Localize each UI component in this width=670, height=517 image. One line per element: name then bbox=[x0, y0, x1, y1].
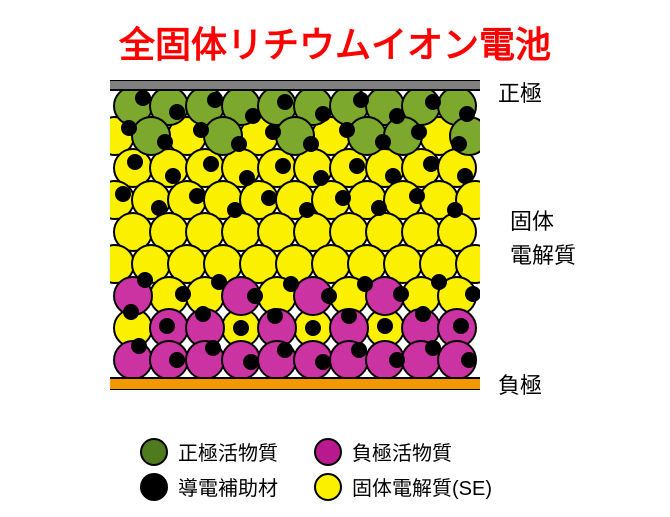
legend-label: 導電補助材 bbox=[178, 472, 278, 501]
legend-item: 固体電解質(SE) bbox=[314, 472, 492, 501]
battery-svg bbox=[110, 80, 480, 390]
label-electrolyte: 電解質 bbox=[510, 238, 576, 270]
diagram-title: 全固体リチウムイオン電池 bbox=[0, 16, 670, 68]
legend-swatch bbox=[314, 473, 342, 501]
legend-label: 正極活物質 bbox=[178, 437, 278, 466]
legend-swatch bbox=[140, 438, 168, 466]
legend-label: 負極活物質 bbox=[352, 437, 452, 466]
label-solid: 固体 bbox=[510, 204, 554, 236]
legend-swatch bbox=[140, 473, 168, 501]
legend-item: 正極活物質 bbox=[140, 437, 278, 466]
legend: 正極活物質 負極活物質導電補助材 固体電解質(SE) bbox=[140, 437, 492, 501]
legend-item: 負極活物質 bbox=[314, 437, 492, 466]
legend-swatch bbox=[314, 438, 342, 466]
label-cathode: 正極 bbox=[498, 76, 542, 108]
label-anode: 負極 bbox=[498, 368, 542, 400]
legend-label: 固体電解質(SE) bbox=[352, 472, 492, 501]
legend-item: 導電補助材 bbox=[140, 472, 278, 501]
battery-diagram bbox=[110, 80, 480, 390]
